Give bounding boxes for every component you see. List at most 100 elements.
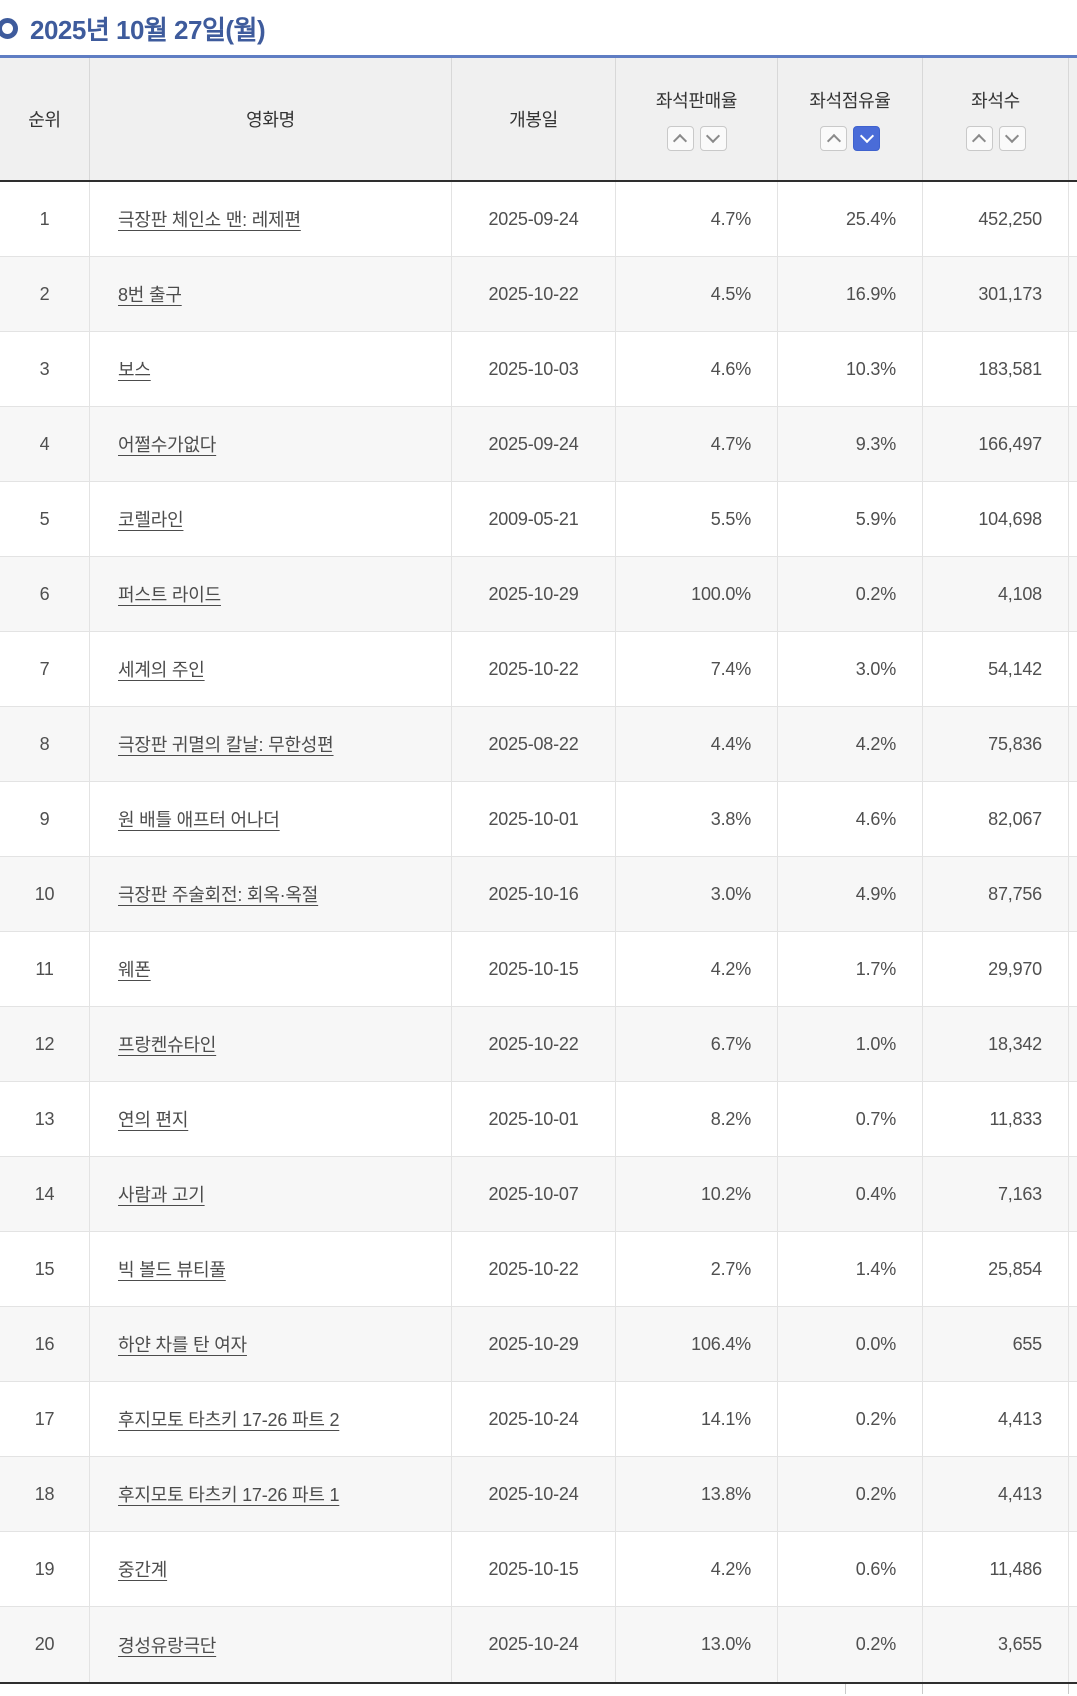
table-row: 13 연의 편지 2025-10-01 8.2% 0.7% 11,833 [0, 1082, 1077, 1157]
movie-title-cell: 8번 출구 [89, 257, 451, 331]
movie-title-link[interactable]: 퍼스트 라이드 [118, 585, 221, 605]
seat-occupancy-rate-cell: 16.9% [777, 257, 922, 331]
seat-sales-rate-cell: 2.7% [615, 1232, 777, 1306]
sort-asc-button[interactable] [666, 126, 694, 151]
release-date-cell: 2025-10-29 [451, 1307, 615, 1381]
seat-occupancy-rate-cell: 0.2% [777, 557, 922, 631]
seat-occupancy-rate-cell: 4.6% [777, 782, 922, 856]
movie-title-link[interactable]: 극장판 주술회전: 회옥·옥절 [118, 885, 319, 905]
seats-count-cell: 18,342 [922, 1007, 1068, 1081]
seat-sales-rate-cell: 13.0% [615, 1607, 777, 1682]
sort-asc-button[interactable] [965, 126, 993, 151]
release-date-cell: 2025-10-01 [451, 1082, 615, 1156]
movie-title-link[interactable]: 빅 볼드 뷰티풀 [118, 1260, 226, 1280]
rank-cell: 4 [39, 433, 50, 454]
seat-sales-rate-cell: 6.7% [615, 1007, 777, 1081]
sort-desc-button[interactable] [853, 126, 880, 151]
table-row: 16 하얀 차를 탄 여자 2025-10-29 106.4% 0.0% 655 [0, 1307, 1077, 1382]
rank-cell: 18 [34, 1483, 55, 1504]
sort-desc-button[interactable] [699, 126, 727, 151]
movie-title-link[interactable]: 극장판 체인소 맨: 레제편 [118, 210, 301, 230]
seats-count-cell: 4,413 [922, 1457, 1068, 1531]
clipped-cell [1068, 857, 1077, 931]
seat-sales-rate-cell: 4.4% [615, 707, 777, 781]
movie-title-link[interactable]: 연의 편지 [118, 1110, 189, 1130]
movie-title-link[interactable]: 어쩔수가없다 [118, 435, 217, 455]
seats-count-cell: 301,173 [922, 257, 1068, 331]
clipped-cell [1068, 932, 1077, 1006]
release-date-cell: 2025-10-16 [451, 857, 615, 931]
column-label: 좌석수 [971, 91, 1020, 111]
sort-asc-button[interactable] [820, 126, 847, 151]
release-date-cell: 2025-10-24 [451, 1457, 615, 1531]
seats-count-cell: 4,413 [922, 1382, 1068, 1456]
seats-count-cell: 54,142 [922, 632, 1068, 706]
clipped-cell [1068, 1157, 1077, 1231]
rank-cell: 9 [39, 808, 50, 829]
clipped-cell [1068, 332, 1077, 406]
table-row: 12 프랑켄슈타인 2025-10-22 6.7% 1.0% 18,342 [0, 1007, 1077, 1082]
seats-count-cell: 452,250 [922, 182, 1068, 256]
clipped-cell [1068, 632, 1077, 706]
chevron-up-icon [826, 133, 841, 149]
movie-title-cell: 사람과 고기 [89, 1157, 451, 1231]
movie-title-link[interactable]: 후지모토 타츠키 17-26 파트 1 [118, 1485, 340, 1505]
movie-title-link[interactable]: 사람과 고기 [118, 1185, 205, 1205]
movie-title-link[interactable]: 8번 출구 [118, 285, 182, 305]
movie-title-cell: 극장판 귀멸의 칼날: 무한성편 [89, 707, 451, 781]
table-row: 8 극장판 귀멸의 칼날: 무한성편 2025-08-22 4.4% 4.2% 75,83… [0, 707, 1077, 782]
movie-title-cell: 어쩔수가없다 [89, 407, 451, 481]
seat-sales-rate-cell: 100.0% [615, 557, 777, 631]
table-row: 3 보스 2025-10-03 4.6% 10.3% 183,581 [0, 332, 1077, 407]
release-date-cell: 2025-10-24 [451, 1607, 615, 1682]
seat-occupancy-rate-cell: 0.7% [777, 1082, 922, 1156]
release-date-cell: 2025-10-07 [451, 1157, 615, 1231]
release-date-cell: 2025-10-15 [451, 932, 615, 1006]
rank-cell: 16 [34, 1333, 55, 1354]
movie-title-link[interactable]: 원 배틀 애프터 어나더 [118, 810, 280, 830]
seat-occupancy-rate-cell: 0.0% [777, 1307, 922, 1381]
table-row: 5 코렐라인 2009-05-21 5.5% 5.9% 104,698 [0, 482, 1077, 557]
clipped-cell [1068, 707, 1077, 781]
seats-count-cell: 11,833 [922, 1082, 1068, 1156]
seat-occupancy-rate-cell: 4.2% [777, 707, 922, 781]
seats-count-cell: 29,970 [922, 932, 1068, 1006]
seats-count-cell: 7,163 [922, 1157, 1068, 1231]
movie-title-link[interactable]: 보스 [118, 360, 151, 380]
column-label: 순위 [28, 110, 61, 130]
seat-sales-rate-cell: 5.5% [615, 482, 777, 556]
seats-count-cell: 75,836 [922, 707, 1068, 781]
date-heading-row: 2025년 10월 27일(월) [0, 0, 1077, 55]
movie-title-link[interactable]: 후지모토 타츠키 17-26 파트 2 [118, 1410, 340, 1430]
movie-title-link[interactable]: 경성유랑극단 [118, 1635, 217, 1656]
movie-title-link[interactable]: 세계의 주인 [118, 660, 205, 680]
column-header-clipped [1068, 58, 1077, 180]
table-row: 2 8번 출구 2025-10-22 4.5% 16.9% 301,173 [0, 257, 1077, 332]
release-date-cell: 2025-08-22 [451, 707, 615, 781]
movie-title-link[interactable]: 하얀 차를 탄 여자 [118, 1335, 247, 1355]
seat-sales-rate-cell: 4.7% [615, 182, 777, 256]
movie-title-cell: 원 배틀 애프터 어나더 [89, 782, 451, 856]
rank-cell: 2 [39, 283, 50, 304]
seats-count-cell: 4,108 [922, 557, 1068, 631]
movie-title-cell: 보스 [89, 332, 451, 406]
sort-buttons [820, 126, 880, 151]
seat-occupancy-rate-cell: 0.4% [777, 1157, 922, 1231]
release-date-cell: 2025-09-24 [451, 407, 615, 481]
clipped-cell [1068, 557, 1077, 631]
clipped-cell [1068, 1532, 1077, 1606]
movie-title-cell: 극장판 주술회전: 회옥·옥절 [89, 857, 451, 931]
clipped-cell [1068, 182, 1077, 256]
movie-title-link[interactable]: 극장판 귀멸의 칼날: 무한성편 [118, 735, 334, 755]
movie-title-cell: 중간계 [89, 1532, 451, 1606]
sort-desc-button[interactable] [998, 126, 1026, 151]
movie-title-link[interactable]: 프랑켄슈타인 [118, 1035, 217, 1055]
rank-cell: 15 [34, 1258, 55, 1279]
seat-occupancy-rate-cell: 1.4% [777, 1232, 922, 1306]
movie-title-cell: 하얀 차를 탄 여자 [89, 1307, 451, 1381]
chevron-down-icon [859, 128, 874, 144]
movie-title-link[interactable]: 중간계 [118, 1560, 168, 1580]
movie-title-link[interactable]: 코렐라인 [118, 510, 184, 530]
footer-divider [845, 1684, 846, 1694]
movie-title-link[interactable]: 웨폰 [118, 960, 151, 980]
